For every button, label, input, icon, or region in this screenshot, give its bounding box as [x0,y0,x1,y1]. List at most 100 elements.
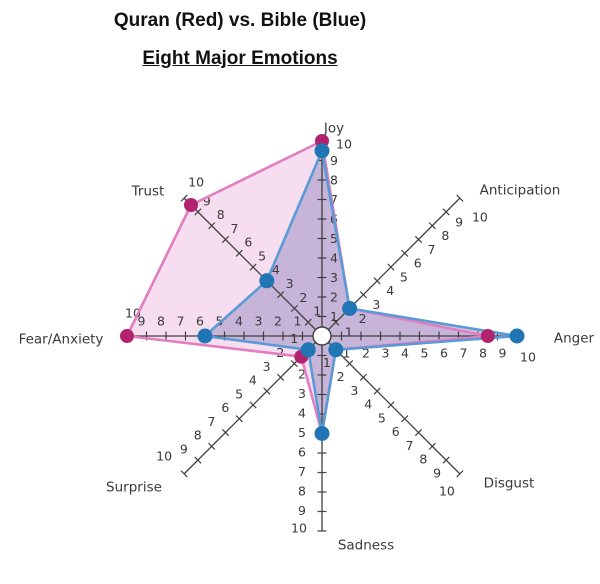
tick-label: 2 [362,345,370,360]
tick-label: 9 [330,153,338,168]
chart-title: Quran (Red) vs. Bible (Blue) [113,10,367,31]
point-bible-disgust [328,342,344,358]
tick-mark [332,318,340,326]
tick-label: 4 [249,373,257,388]
tick-mark [249,401,257,409]
tick-mark [290,359,299,368]
tick-label: 4 [401,345,409,360]
tick-label: 1 [290,331,298,346]
tick-label: 9 [298,503,306,518]
tick-mark [180,470,188,478]
tick-label: 10 [520,349,536,364]
tick-mark [387,263,395,271]
tick-mark [373,277,381,285]
tick-label: 3 [330,270,338,285]
tick-label: 3 [382,345,390,360]
tick-mark [456,470,464,478]
tick-label: 4 [298,405,306,420]
tick-label: 8 [441,228,449,243]
point-bible-anger [509,328,525,344]
axis-label-sadness: Sadness [338,538,394,554]
point-bible-sadness [314,426,330,441]
axis-label-joy: Joy [323,121,344,137]
tick-label: 2 [330,289,338,304]
tick-label: 7 [177,313,185,328]
axis-label-trust: Trust [131,184,165,200]
tick-mark [442,208,450,216]
tick-label: 9 [499,345,507,360]
chart-subtitle: Eight Major Emotions [142,48,338,69]
tick-mark [387,401,395,409]
tick-label: 9 [433,465,441,480]
tick-label: 9 [455,214,463,229]
tick-label: 10 [188,174,204,189]
tick-label: 5 [235,386,243,401]
tick-mark [277,373,285,381]
tick-label: 8 [330,172,338,187]
tick-mark [277,291,285,299]
tick-label: 8 [194,428,202,443]
tick-label: 3 [350,383,358,398]
tick-mark [221,428,230,437]
tick-mark [442,456,450,464]
tick-label: 3 [286,276,294,291]
tick-mark [235,249,243,257]
point-bible-anticipation [342,300,358,316]
tick-mark [180,194,188,202]
point-bible-surprise [300,342,316,358]
tick-label: 1 [343,345,351,360]
tick-label: 8 [217,207,225,222]
tick-label: 2 [337,369,345,384]
tick-mark [359,373,367,381]
tick-label: 1 [313,304,321,319]
tick-mark [249,263,257,271]
axis-label-anger: Anger [554,331,595,347]
tick-label: 3 [372,297,380,312]
tick-mark [428,222,436,230]
tick-label: 10 [336,136,352,151]
tick-mark [414,428,423,437]
tick-label: 8 [419,452,427,467]
axis-label-surprise: Surprise [106,480,162,496]
tick-label: 6 [392,424,400,439]
series-fill-bible [205,150,517,434]
tick-label: 4 [386,283,394,298]
tick-mark [290,304,299,313]
tick-label: 2 [359,311,367,326]
tick-label: 7 [428,242,436,257]
axis-sadness: 12345678910Sadness [291,336,394,554]
tick-mark [194,208,202,216]
tick-mark [414,235,423,244]
axis-label-anticipation: Anticipation [480,183,561,199]
tick-label: 3 [255,313,263,328]
tick-label: 10 [156,448,172,463]
tick-label: 7 [330,192,338,207]
tick-label: 5 [400,269,408,284]
tick-mark [359,291,367,299]
tick-label: 7 [460,345,468,360]
tick-mark [345,359,354,368]
tick-label: 9 [203,193,211,208]
tick-label: 2 [299,290,307,305]
tick-label: 1 [330,309,338,324]
tick-label: 10 [439,483,455,498]
tick-label: 1 [345,325,353,340]
tick-label: 5 [421,345,429,360]
tick-label: 6 [244,235,252,250]
tick-mark [208,442,216,450]
tick-label: 8 [479,345,487,360]
tick-label: 10 [291,520,307,535]
tick-mark [208,222,216,230]
point-quran-anger [480,329,495,343]
tick-mark [428,442,436,450]
point-bible-fear-anxiety [197,328,213,344]
tick-label: 9 [138,313,146,328]
title-block: Quran (Red) vs. Bible (Blue) Eight Major… [0,10,480,70]
